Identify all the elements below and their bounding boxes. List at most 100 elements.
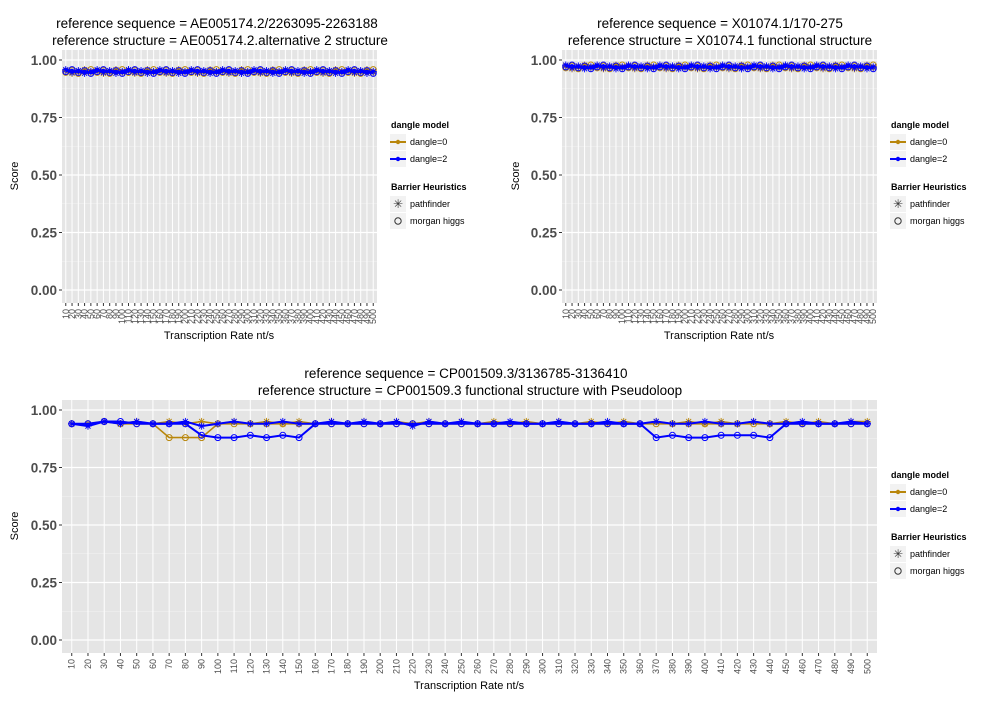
x-tick-label: 500: [868, 309, 878, 324]
data-point-circle: [650, 65, 658, 73]
x-tick-label: 140: [278, 659, 288, 674]
data-point-circle: [668, 64, 676, 72]
data-point-circle: [295, 434, 303, 442]
x-tick-label: 360: [280, 309, 290, 324]
x-tick-label: 440: [831, 309, 841, 324]
x-tick-label: 170: [161, 309, 171, 324]
data-point-circle: [506, 420, 514, 428]
x-tick-label: 420: [318, 309, 328, 324]
x-tick-label: 150: [149, 309, 159, 324]
y-tick-label: 0.00: [531, 283, 557, 298]
data-point-asterisk: [198, 422, 206, 430]
data-point-circle: [756, 61, 764, 69]
data-point-circle: [694, 61, 702, 69]
data-point-circle: [706, 62, 714, 70]
data-point-circle: [131, 66, 139, 74]
x-tick-label: 460: [843, 309, 853, 324]
data-point-circle: [863, 62, 871, 70]
data-point-circle: [181, 420, 189, 428]
x-tick-label: 200: [680, 309, 690, 324]
data-point-circle: [62, 68, 70, 75]
data-point-circle: [606, 64, 614, 72]
x-tick-label: 500: [368, 309, 378, 324]
legend-key-bg: [390, 213, 406, 229]
data-point-circle: [150, 69, 158, 77]
x-tick-label: 430: [324, 309, 334, 324]
legend-key-dangle2-dot: [895, 506, 901, 512]
y-tick-label: 1.00: [31, 53, 57, 68]
asterisk-icon: ✳: [893, 197, 903, 211]
data-point-circle: [474, 420, 482, 428]
data-point-circle: [763, 64, 771, 72]
data-point-circle: [637, 64, 645, 72]
x-tick-label: 410: [812, 309, 822, 324]
chart-3-y-ticks: 0.00 0.25 0.50 0.75 1.00: [31, 403, 62, 648]
x-tick-label: 100: [117, 309, 127, 324]
data-point-circle: [100, 418, 108, 425]
chart-2-y-ticks: 0.00 0.25 0.50 0.75 1.00: [531, 53, 562, 298]
legend-key-dangle0-dot: [895, 489, 901, 495]
legend-key-dangle0-dot: [895, 139, 901, 145]
legend-item-morgan-higgs: morgan higgs: [410, 216, 465, 226]
chart-1-y-ticks: 0.00 0.25 0.50 0.75 1.00: [31, 53, 62, 298]
x-tick-label: 380: [293, 309, 303, 324]
data-point-circle: [587, 65, 595, 73]
x-tick-label: 460: [797, 659, 807, 674]
x-tick-label: 40: [115, 659, 125, 669]
x-tick-label: 480: [830, 659, 840, 674]
x-tick-label: 70: [598, 309, 608, 319]
x-tick-label: 20: [83, 659, 93, 669]
data-point-circle: [409, 420, 417, 428]
x-tick-label: 220: [408, 659, 418, 674]
x-tick-label: 250: [456, 659, 466, 674]
data-point-circle: [198, 431, 206, 439]
x-tick-label: 10: [61, 309, 71, 319]
data-point-circle: [279, 431, 287, 439]
data-point-circle: [457, 420, 465, 428]
x-tick-label: 400: [805, 309, 815, 324]
x-tick-label: 40: [80, 309, 90, 319]
x-tick-label: 330: [762, 309, 772, 324]
x-tick-label: 120: [245, 659, 255, 674]
legend-item-dangle0: dangle=0: [910, 137, 947, 147]
chart-1-title: reference sequence = AE005174.2/2263095-…: [56, 16, 378, 31]
data-point-circle: [68, 420, 76, 428]
x-tick-label: 280: [505, 659, 515, 674]
data-point-circle: [652, 434, 660, 442]
x-tick-label: 190: [359, 659, 369, 674]
legend-item-dangle2: dangle=2: [910, 154, 947, 164]
legend-key-bg: [890, 546, 906, 562]
x-tick-label: 60: [148, 659, 158, 669]
x-tick-label: 400: [305, 309, 315, 324]
data-point-circle: [425, 420, 433, 428]
data-point-circle: [781, 63, 789, 71]
data-point-circle: [269, 67, 277, 75]
data-point-circle: [237, 67, 245, 75]
data-point-circle: [194, 66, 202, 74]
x-tick-label: 290: [736, 309, 746, 324]
data-point-circle: [700, 64, 708, 72]
data-point-circle: [701, 434, 709, 442]
data-point-circle: [212, 69, 220, 77]
legend-key-dangle2-dot: [395, 156, 401, 162]
data-point-circle: [219, 68, 227, 75]
data-point-circle: [636, 420, 644, 428]
data-point-circle: [357, 68, 365, 76]
chart-2-x-ticks: 1020304050607080901001101201301401501601…: [561, 303, 878, 324]
x-tick-label: 200: [375, 659, 385, 674]
data-point-circle: [246, 431, 254, 439]
chart-2-subtitle: reference structure = X01074.1 functiona…: [568, 33, 872, 48]
x-tick-label: 350: [619, 659, 629, 674]
data-point-asterisk: [295, 420, 303, 428]
data-point-circle: [794, 64, 802, 72]
data-point-circle: [165, 420, 173, 428]
x-tick-label: 180: [343, 659, 353, 674]
legend-item-morgan-higgs: morgan higgs: [910, 566, 965, 576]
x-tick-label: 490: [362, 309, 372, 324]
data-point-circle: [168, 68, 176, 76]
x-tick-label: 310: [554, 659, 564, 674]
data-point-asterisk: [750, 417, 758, 426]
x-tick-label: 440: [331, 309, 341, 324]
data-point-circle: [850, 61, 858, 69]
legend-heuristic-title: Barrier Heuristics: [391, 182, 467, 192]
